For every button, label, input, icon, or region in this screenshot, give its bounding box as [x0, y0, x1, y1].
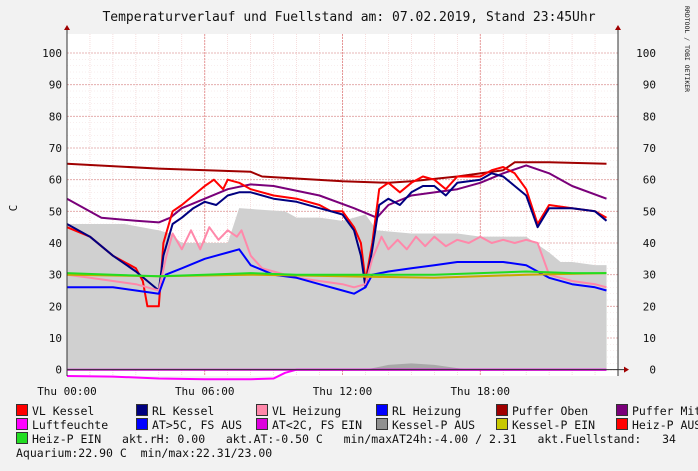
legend-swatch: [256, 418, 268, 430]
legend-label: Heiz-P AUS: [632, 418, 698, 432]
legend-item: VL Heizung: [256, 404, 376, 418]
y-axis-arrow: [64, 25, 70, 30]
y-tick-label-right: 70: [643, 142, 656, 155]
legend-swatch: [256, 404, 268, 416]
legend-swatch: [16, 432, 28, 444]
x-axis-arrow: [624, 366, 629, 373]
legend-item: Luftfeuchte: [16, 418, 136, 432]
legend-swatch: [16, 418, 28, 430]
y-tick-label-right: 100: [636, 47, 656, 60]
series-line: [66, 172, 608, 292]
legend-swatch: [376, 404, 388, 416]
legend-item: Heiz-P AUS: [616, 418, 698, 432]
rrdtool-watermark: RRDTOOL / TOBI OETIKER: [683, 6, 691, 92]
aquarium-values-text: Aquarium:22.90 C min/max:22.31/23.00: [16, 446, 273, 460]
y-tick-label: 30: [49, 269, 62, 282]
y-tick-label: 70: [49, 142, 62, 155]
legend-swatch: [16, 404, 28, 416]
series-line: [66, 164, 607, 224]
legend-label: Puffer Oben: [512, 404, 589, 418]
legend-swatch: [616, 404, 628, 416]
y-tick-label-right: 60: [643, 174, 656, 187]
y-tick-label: 0: [55, 364, 62, 377]
legend-swatch: [136, 404, 148, 416]
series-line: [66, 161, 607, 184]
y-tick-label: 80: [49, 110, 62, 123]
chart-svg: Temperaturverlauf und Fuellstand am: 07.…: [7, 6, 691, 398]
legend-label: VL Heizung: [272, 404, 342, 418]
legend-item: Puffer Oben: [496, 404, 616, 418]
current-values-text: akt.rH: 0.00 akt.AT:-0.50 C min/maxAT24h…: [122, 432, 676, 446]
legend-label: Luftfeuchte: [32, 418, 109, 432]
legend-label: Heiz-P EIN: [32, 432, 102, 446]
legend-swatch: [616, 418, 628, 430]
legend-row: Luftfeuchte AT>5C, FS AUS AT<2C, FS EIN Kes…: [16, 418, 698, 432]
y-tick-label: 20: [49, 300, 62, 313]
info-row: Heiz-P EIN akt.rH: 0.00 akt.AT:-0.50 C m…: [16, 432, 676, 446]
y-tick-label-right: 80: [643, 110, 656, 123]
series-line: [67, 248, 607, 295]
legend-label: RL Heizung: [392, 404, 462, 418]
y-tick-label-right: 30: [643, 269, 656, 282]
legend-item: AT>5C, FS AUS: [136, 418, 256, 432]
legend-swatch: [136, 418, 148, 430]
legend-label: Kessel-P EIN: [512, 418, 596, 432]
legend-swatch: [376, 418, 388, 430]
legend-item: Kessel-P AUS: [376, 418, 496, 432]
legend-item: Puffer Mitte: [616, 404, 698, 418]
legend-swatch: [496, 404, 508, 416]
y-tick-label-right: 20: [643, 300, 656, 313]
legend-label: AT>5C, FS AUS: [152, 418, 243, 432]
aquarium-row: Aquarium:22.90 C min/max:22.31/23.00: [16, 446, 272, 460]
series-line: [66, 226, 607, 292]
y-tick-label: 10: [49, 332, 62, 345]
legend-row: VL Kessel RL Kessel VL Heizung RL Heizung Pu…: [16, 404, 698, 418]
series-line: [66, 166, 607, 308]
y-tick-label: 60: [49, 174, 62, 187]
legend-label: VL Kessel: [32, 404, 95, 418]
series-line: [66, 270, 607, 278]
x-tick-label: Thu 12:00: [313, 385, 373, 398]
y-tick-label-right: 50: [643, 205, 656, 218]
x-tick-label: Thu 06:00: [175, 385, 235, 398]
y-tick-label-right: 90: [643, 79, 656, 92]
y-axis-label: C: [7, 205, 20, 212]
y-tick-label: 40: [49, 237, 62, 250]
legend-swatch: [496, 418, 508, 430]
legend-item: AT<2C, FS EIN: [256, 418, 376, 432]
legend-label: AT<2C, FS EIN: [272, 418, 363, 432]
legend-label: Puffer Mitte: [632, 404, 698, 418]
chart-title: Temperaturverlauf und Fuellstand am: 07.…: [102, 10, 595, 25]
y-tick-label: 100: [42, 47, 62, 60]
legend-item: RL Kessel: [136, 404, 256, 418]
y-axis-right-arrow: [615, 25, 621, 30]
y-tick-label: 90: [49, 79, 62, 92]
x-tick-label: Thu 00:00: [37, 385, 97, 398]
x-tick-label: Thu 18:00: [450, 385, 510, 398]
legend-item: RL Heizung: [376, 404, 496, 418]
series-area: [365, 363, 469, 370]
y-tick-label-right: 40: [643, 237, 656, 250]
line-series: [66, 161, 608, 381]
legend-item: Kessel-P EIN: [496, 418, 616, 432]
legend-label: RL Kessel: [152, 404, 215, 418]
y-tick-label-right: 0: [649, 364, 656, 377]
axes: 0 0 10 10 20 20 30 30 40 40 50 50 60 60 70 70 80 80 90 90 10…: [37, 25, 656, 398]
y-tick-label-right: 10: [643, 332, 656, 345]
y-tick-label: 50: [49, 205, 62, 218]
legend-item: VL Kessel: [16, 404, 136, 418]
legend-label: Kessel-P AUS: [392, 418, 476, 432]
